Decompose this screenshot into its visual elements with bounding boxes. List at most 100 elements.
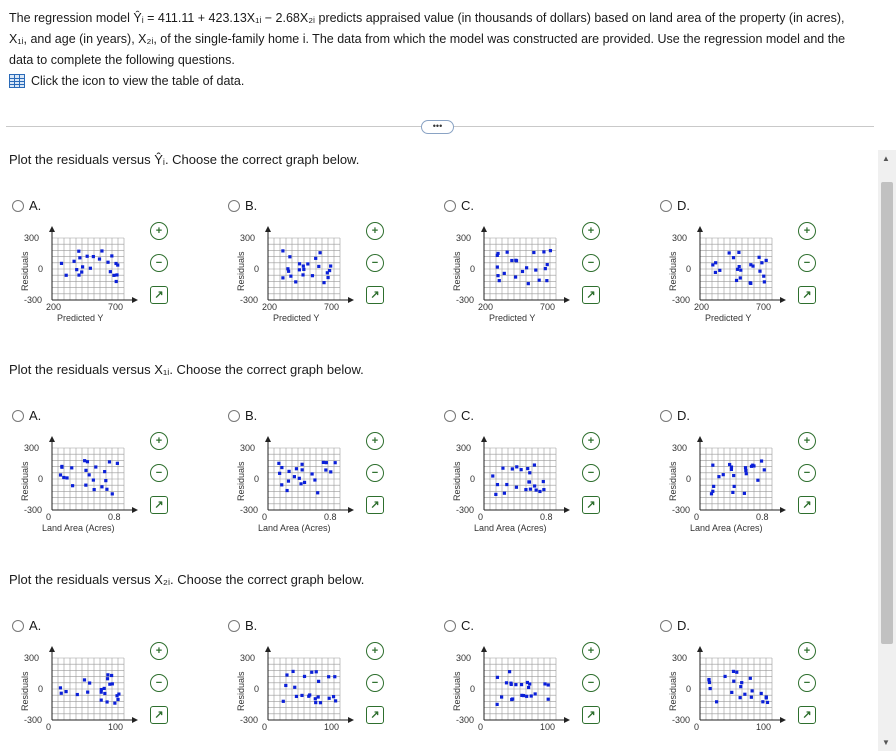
x-tick-label: 0 — [46, 512, 52, 522]
data-point — [749, 263, 753, 267]
expand-icon[interactable]: ↗ — [150, 496, 168, 514]
radio-button[interactable] — [660, 619, 672, 632]
zoom-out-icon[interactable]: − — [582, 674, 600, 692]
y-axis-arrow — [49, 436, 55, 442]
data-point — [310, 274, 315, 278]
data-point — [718, 268, 722, 272]
radio-button[interactable] — [444, 619, 456, 632]
x-axis-arrow — [132, 507, 138, 513]
zoom-out-icon-glyph: − — [587, 257, 595, 269]
option-c[interactable]: C. — [444, 408, 474, 423]
residual-plot — [481, 646, 570, 723]
vertical-scrollbar[interactable]: ▲ ▼ — [878, 150, 896, 751]
option-b[interactable]: B. — [228, 198, 257, 213]
y-axis-label: Residuals — [236, 671, 246, 711]
zoom-out-icon[interactable]: − — [150, 254, 168, 272]
option-d[interactable]: D. — [660, 618, 690, 633]
zoom-in-icon[interactable]: + — [798, 222, 816, 240]
option-b[interactable]: B. — [228, 618, 257, 633]
x-tick-label: 0 — [46, 722, 52, 732]
x-tick-label: 700 — [108, 302, 124, 312]
view-data-text[interactable]: Click the icon to view the table of data… — [31, 74, 245, 88]
zoom-in-icon[interactable]: + — [150, 432, 168, 450]
view-data-link[interactable]: Click the icon to view the table of data… — [9, 74, 244, 88]
data-point — [99, 687, 103, 692]
data-point — [737, 264, 741, 269]
expand-icon[interactable]: ↗ — [366, 286, 384, 304]
option-b[interactable]: B. — [228, 408, 257, 423]
radio-button[interactable] — [228, 409, 240, 422]
zoom-out-icon[interactable]: − — [798, 254, 816, 272]
zoom-in-icon[interactable]: + — [366, 432, 384, 450]
radio-button[interactable] — [228, 619, 240, 632]
option-a[interactable]: A. — [12, 408, 41, 423]
data-point — [82, 678, 87, 682]
data-point — [546, 697, 550, 701]
zoom-in-icon[interactable]: + — [798, 432, 816, 450]
zoom-out-icon[interactable]: − — [150, 674, 168, 692]
data-point — [116, 263, 120, 267]
scroll-up-icon[interactable]: ▲ — [882, 154, 890, 163]
expand-icon[interactable]: ↗ — [582, 286, 600, 304]
option-a[interactable]: A. — [12, 198, 41, 213]
y-axis-arrow — [481, 436, 487, 442]
option-d[interactable]: D. — [660, 408, 690, 423]
data-point — [64, 689, 68, 694]
zoom-out-icon[interactable]: − — [582, 464, 600, 482]
y-axis-arrow — [265, 436, 271, 442]
data-point — [732, 473, 736, 478]
radio-button[interactable] — [660, 409, 672, 422]
radio-button[interactable] — [660, 199, 672, 212]
option-c[interactable]: C. — [444, 198, 474, 213]
scrollbar-thumb[interactable] — [881, 182, 893, 644]
option-c[interactable]: C. — [444, 618, 474, 633]
zoom-out-icon[interactable]: − — [798, 674, 816, 692]
expand-icon-glyph: ↗ — [586, 709, 596, 721]
radio-button[interactable] — [444, 409, 456, 422]
expand-icon[interactable]: ↗ — [582, 706, 600, 724]
zoom-out-icon[interactable]: − — [150, 464, 168, 482]
data-point — [527, 685, 531, 690]
radio-button[interactable] — [12, 199, 24, 212]
y-tick-label: 300 — [24, 233, 40, 243]
radio-button[interactable] — [12, 619, 24, 632]
data-point — [495, 702, 499, 707]
expand-icon[interactable]: ↗ — [798, 496, 816, 514]
zoom-in-icon[interactable]: + — [582, 642, 600, 660]
zoom-out-icon[interactable]: − — [366, 254, 384, 272]
data-point — [300, 462, 304, 466]
radio-button[interactable] — [12, 409, 24, 422]
more-button[interactable]: ••• — [421, 120, 454, 134]
expand-icon[interactable]: ↗ — [150, 286, 168, 304]
zoom-in-icon[interactable]: + — [366, 642, 384, 660]
expand-icon[interactable]: ↗ — [798, 286, 816, 304]
expand-icon[interactable]: ↗ — [150, 706, 168, 724]
radio-button[interactable] — [444, 199, 456, 212]
data-point — [749, 281, 753, 286]
zoom-in-icon-glyph: + — [155, 645, 163, 657]
zoom-in-icon[interactable]: + — [798, 642, 816, 660]
data-point — [333, 675, 337, 679]
zoom-out-icon[interactable]: − — [366, 464, 384, 482]
option-d[interactable]: D. — [660, 198, 690, 213]
expand-icon[interactable]: ↗ — [798, 706, 816, 724]
zoom-out-icon[interactable]: − — [798, 464, 816, 482]
zoom-in-icon[interactable]: + — [366, 222, 384, 240]
expand-icon[interactable]: ↗ — [582, 496, 600, 514]
zoom-out-icon-glyph: − — [371, 677, 379, 689]
expand-icon[interactable]: ↗ — [366, 706, 384, 724]
zoom-in-icon[interactable]: + — [150, 222, 168, 240]
zoom-in-icon[interactable]: + — [582, 222, 600, 240]
y-tick-label: -300 — [240, 505, 259, 515]
radio-button[interactable] — [228, 199, 240, 212]
table-icon[interactable] — [9, 74, 25, 88]
zoom-out-icon[interactable]: − — [366, 674, 384, 692]
zoom-out-icon[interactable]: − — [582, 254, 600, 272]
expand-icon[interactable]: ↗ — [366, 496, 384, 514]
scroll-down-icon[interactable]: ▼ — [882, 738, 890, 747]
zoom-in-icon[interactable]: + — [582, 432, 600, 450]
data-point — [546, 683, 550, 687]
option-a[interactable]: A. — [12, 618, 41, 633]
zoom-in-icon[interactable]: + — [150, 642, 168, 660]
plot-tools: + − ↗ — [150, 642, 170, 738]
